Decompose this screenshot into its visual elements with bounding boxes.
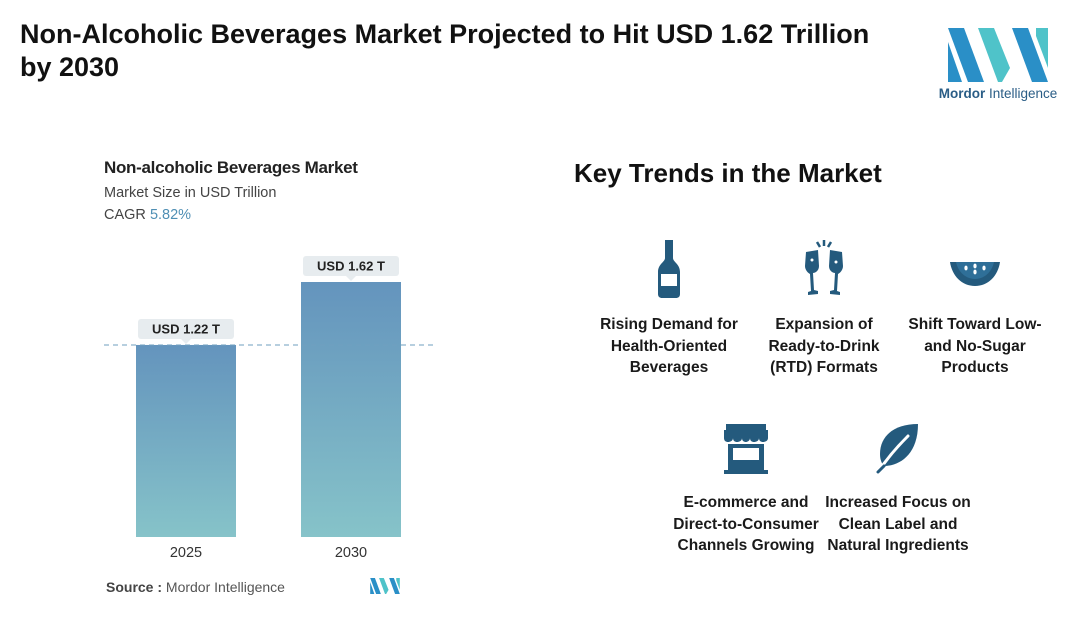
trend-item-health-beverages: Rising Demand for Health-Oriented Bevera… [594,238,744,379]
x-tick-label: 2025 [170,545,202,561]
data-label-pointer [181,338,191,344]
page-title: Non-Alcoholic Beverages Market Projected… [20,19,870,82]
cagr-value: 5.82% [149,207,192,223]
trend-label: Expansion of Ready-to-Drink (RTD) Format… [768,316,880,376]
trend-label: Shift Toward Low- and No-Sugar Products [908,316,1042,376]
storefront-icon [724,424,768,474]
data-label: USD 1.22 T [152,321,220,336]
trend-label: Increased Focus on Clean Label and Natur… [825,494,971,554]
chart-subtitle: Market Size in USD Trillion [104,185,277,201]
trend-item-clean-label: Increased Focus on Clean Label and Natur… [823,416,973,557]
trends-title: Key Trends in the Market [574,158,882,188]
bar-2030 [301,282,401,537]
trend-item-ecommerce: E-commerce and Direct-to-Consumer Channe… [671,416,821,557]
mordor-logo-icon [948,28,1048,82]
x-tick-label: 2030 [335,545,367,561]
trend-item-low-sugar: Shift Toward Low- and No-Sugar Products [900,238,1050,379]
leaf-icon [876,424,918,474]
bar-chart: USD 1.22 T 2025 USD 1.62 T 2030 [104,256,436,561]
source-note: Source : Mordor Intelligence [106,579,285,595]
watermelon-icon [950,262,1000,286]
brand-logo: Mordor Intelligence [936,28,1060,106]
brand-name: Mordor Intelligence [938,86,1058,101]
toast-glasses-icon [805,240,843,295]
data-label-pointer [346,276,356,281]
trend-label: Rising Demand for Health-Oriented Bevera… [600,316,738,376]
data-label: USD 1.62 T [317,259,385,274]
chart-cagr: CAGR 5.82% [104,207,191,223]
bar-2025 [136,344,236,537]
data-label-bg [138,318,234,339]
mordor-mini-logo-icon [370,578,400,594]
trend-item-rtd-formats: Expansion of Ready-to-Drink (RTD) Format… [749,238,899,379]
data-label-bg [303,256,399,276]
chart-title: Non-alcoholic Beverages Market [104,158,358,177]
cagr-label: CAGR [104,207,146,223]
bottle-icon [658,240,680,298]
trend-label: E-commerce and Direct-to-Consumer Channe… [673,494,819,554]
